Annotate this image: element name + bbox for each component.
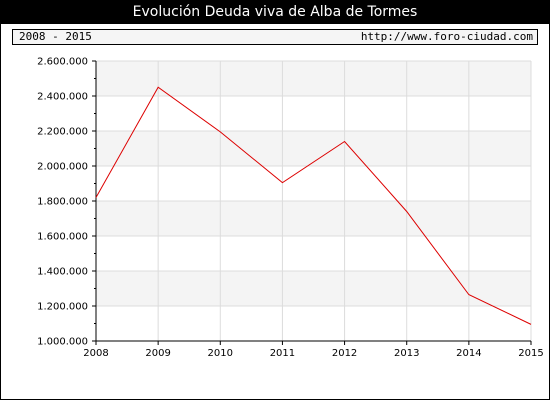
source-url: http://www.foro-ciudad.com [360,30,533,43]
data-point [219,130,222,133]
data-point [530,323,533,326]
info-bar: 2008 - 2015 http://www.foro-ciudad.com [12,29,538,45]
plot-band [96,271,531,306]
y-tick-label: 2.600.000 [37,57,88,68]
plot-band [96,131,531,166]
y-tick-label: 1.000.000 [37,337,88,348]
y-tick-label: 1.200.000 [37,302,88,313]
data-point [281,181,284,184]
axis-ticks [92,60,532,345]
period-label: 2008 - 2015 [19,30,92,43]
y-tick-label: 1.400.000 [37,267,88,278]
series-line-group [95,86,533,326]
plot-band [96,61,531,96]
data-point [343,140,346,143]
y-tick-label: 2.000.000 [37,162,88,173]
x-tick-label: 2011 [270,348,295,359]
x-tick-label: 2013 [394,348,419,359]
data-point [95,196,98,199]
plot-band [96,201,531,236]
plot-bands [96,61,531,306]
y-tick-label: 2.400.000 [37,92,88,103]
data-point [157,86,160,89]
y-tick-label: 1.600.000 [37,232,88,243]
x-tick-label: 2010 [208,348,233,359]
y-tick-label: 2.200.000 [37,127,88,138]
series-line [95,86,532,325]
data-point [467,293,470,296]
x-tick-label: 2012 [332,348,357,359]
data-point [405,210,408,213]
y-tick-label: 1.800.000 [37,197,88,208]
chart-title: Evolución Deuda viva de Alba de Tormes [1,1,549,24]
x-tick-label: 2008 [83,348,108,359]
x-tick-label: 2014 [456,348,481,359]
x-tick-label: 2009 [145,348,170,359]
tick-labels: 1.000.000 1.200.000 1.400.000 1.600.000 1.80… [37,57,544,360]
x-tick-label: 2015 [518,348,543,359]
